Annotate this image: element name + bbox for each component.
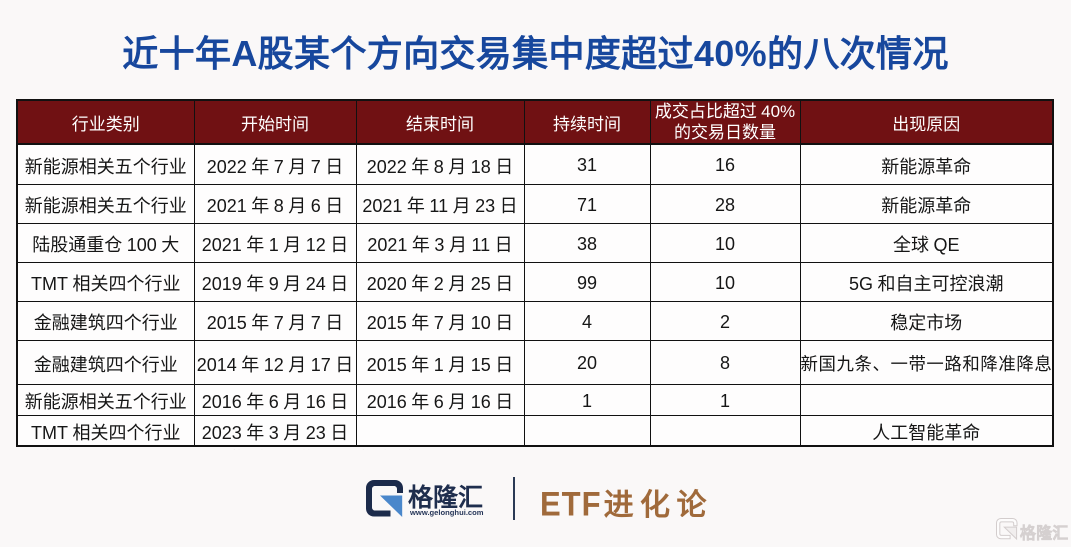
svg-text:格隆汇: 格隆汇	[1020, 524, 1069, 543]
